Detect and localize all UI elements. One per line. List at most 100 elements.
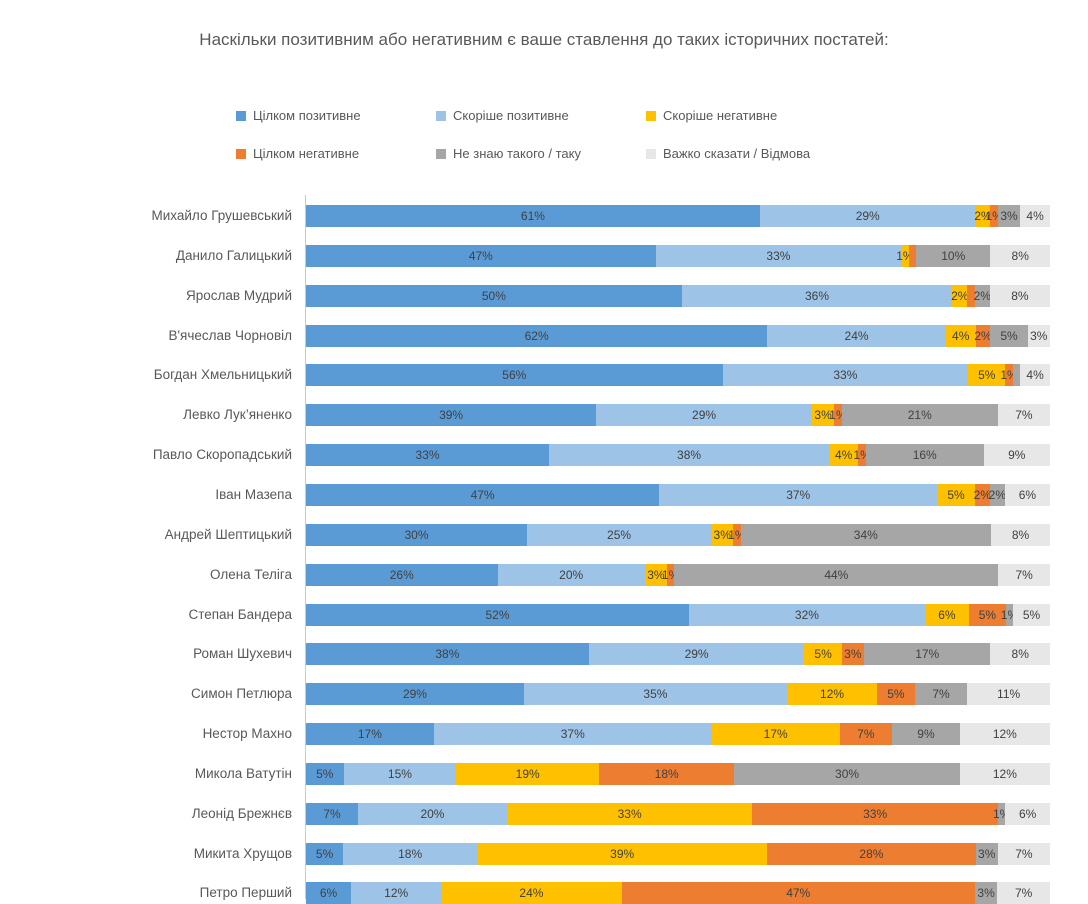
bar-segment: 39% (477, 842, 768, 865)
segment-value-label: 5% (814, 647, 832, 662)
category-label: Олена Теліга (209, 566, 292, 582)
bar-segment: 33% (752, 802, 998, 825)
bar-segment: 33% (306, 444, 550, 467)
segment-value-label: 5% (887, 687, 905, 702)
legend-swatch-icon (236, 110, 246, 121)
bar-segment: 3% (811, 404, 835, 427)
bar-segment: 4% (1020, 364, 1050, 387)
segment-value-label: 47% (468, 248, 493, 263)
bar-segment: 16% (865, 444, 984, 467)
bar-segment: 24% (767, 324, 946, 347)
bar-segment: 4% (945, 324, 976, 347)
bar-segment: 33% (506, 802, 753, 825)
segment-value-label: 26% (389, 567, 414, 582)
legend-swatch-icon (646, 110, 656, 121)
legend-item: Важко сказати / Відмова (646, 146, 876, 161)
segment-value-label: 7% (1015, 567, 1033, 582)
segment-value-label: 38% (677, 448, 702, 463)
bar-segment: 3% (841, 643, 864, 666)
bar-segment: 4% (828, 444, 859, 467)
segment-value-label: 5% (1000, 328, 1018, 343)
legend: Цілком позитивне Скоріше позитивне Скоріше… (236, 108, 876, 184)
bar-segment: 29% (306, 683, 524, 706)
segment-value-label: 7% (1014, 886, 1033, 901)
legend-label: Важко сказати / Відмова (663, 146, 811, 161)
stacked-bar: 17% 37% 17% 7% 9% 12% (306, 723, 1050, 746)
bar-segment: 30% (306, 523, 527, 546)
bar-segment: 29% (588, 643, 805, 666)
segment-value-label: 35% (643, 687, 668, 702)
bar-segment: 33% (655, 244, 902, 267)
bar-row: Петро Перший 6% 12% 24% 47% 3% 7% (0, 882, 1088, 904)
bar-segment: 47% (306, 244, 656, 267)
stacked-bar: 61% 29% 2% 1% 3% 4% (306, 205, 1050, 227)
segment-value-label: 6% (1018, 806, 1037, 821)
bar-row: Олена Теліга 26% 20% 3% 1% 44% 7% (0, 563, 1088, 586)
bar-segment: 7% (997, 842, 1050, 865)
bar-segment: 7% (839, 723, 893, 746)
segment-value-label: 12% (384, 886, 409, 901)
bar-segment: 1% (993, 802, 1010, 825)
stacked-bar: 26% 20% 3% 1% 44% 7% (306, 563, 1050, 586)
bar-segment: 1% (728, 523, 746, 546)
bar-segment: 2% (989, 483, 1006, 506)
category-label: Михайло Грушевський (151, 208, 292, 223)
bar-segment: 6% (1005, 802, 1050, 825)
segment-value-label: 9% (917, 727, 935, 742)
bar-segment: 4% (1020, 205, 1050, 227)
segment-value-label: 3% (814, 408, 832, 423)
legend-swatch-icon (646, 148, 656, 159)
segment-value-label: 19% (515, 766, 540, 781)
bar-segment: 2% (974, 324, 992, 347)
segment-value-label: 33% (415, 448, 440, 463)
segment-value-label: 12% (820, 687, 845, 702)
bar-segment: 1% (1001, 603, 1018, 626)
legend-item: Не знаю такого / таку (436, 146, 646, 161)
segment-value-label: 34% (853, 527, 878, 542)
bar-segment: 9% (983, 444, 1050, 467)
legend-item: Скоріше позитивне (436, 108, 646, 123)
y-axis-line (305, 195, 306, 899)
legend-label: Цілком негативне (253, 146, 360, 161)
stacked-bar: 30% 25% 3% 1% 34% 8% (306, 523, 1050, 546)
bar-segment: 20% (358, 802, 507, 825)
segment-value-label: 6% (1018, 487, 1037, 502)
bar-segment: 10% (916, 244, 991, 267)
bar-segment: 8% (990, 244, 1050, 267)
bar-segment: 39% (306, 404, 597, 427)
segment-value-label: 10% (941, 248, 966, 263)
category-label: Данило Галицький (175, 247, 292, 263)
stacked-bar: 33% 38% 4% 1% 16% 9% (306, 444, 1050, 467)
bar-segment: 28% (767, 842, 976, 865)
segment-value-label: 3% (647, 567, 665, 582)
segment-value-label: 29% (684, 647, 709, 662)
segment-value-label: 8% (1011, 527, 1030, 542)
bar-segment: 1% (986, 205, 1003, 227)
segment-value-label: 38% (435, 647, 460, 662)
stacked-bar: 7% 20% 33% 33% 1% 6% (306, 802, 1050, 825)
chart-title: Наскільки позитивним або негативним є ва… (199, 30, 889, 49)
legend-label: Не знаю такого / таку (453, 146, 581, 161)
bar-segment: 2% (974, 483, 991, 506)
stacked-bar: 47% 37% 5% 2% 2% 6% (306, 483, 1050, 506)
segment-value-label: 8% (1011, 647, 1029, 662)
segment-value-label: 33% (617, 806, 642, 821)
bar-row: Микола Ватутін 5% 15% 19% 18% 30% 12% (0, 762, 1088, 785)
bar-segment: 56% (306, 364, 723, 387)
bar-segment: 15% (343, 762, 457, 785)
bar-segment: 29% (596, 404, 812, 427)
segment-value-label: 37% (560, 727, 585, 742)
bar-segment: 61% (306, 205, 760, 227)
segment-value-label: 4% (1026, 209, 1044, 223)
bar-segment: 11% (967, 683, 1050, 706)
bar-segment: 3% (974, 882, 998, 904)
bar-segment: 1% (896, 244, 914, 267)
category-label: Роман Шухевич (193, 646, 292, 662)
bar-segment: 25% (526, 523, 712, 546)
bar-segment: 3% (711, 523, 734, 546)
segment-value-label: 50% (481, 288, 506, 303)
legend-swatch-icon (436, 148, 446, 159)
stacked-bar: 5% 18% 39% 28% 3% 7% (306, 842, 1050, 865)
segment-value-label: 18% (398, 846, 423, 861)
bar-segment: 1% (829, 404, 847, 427)
